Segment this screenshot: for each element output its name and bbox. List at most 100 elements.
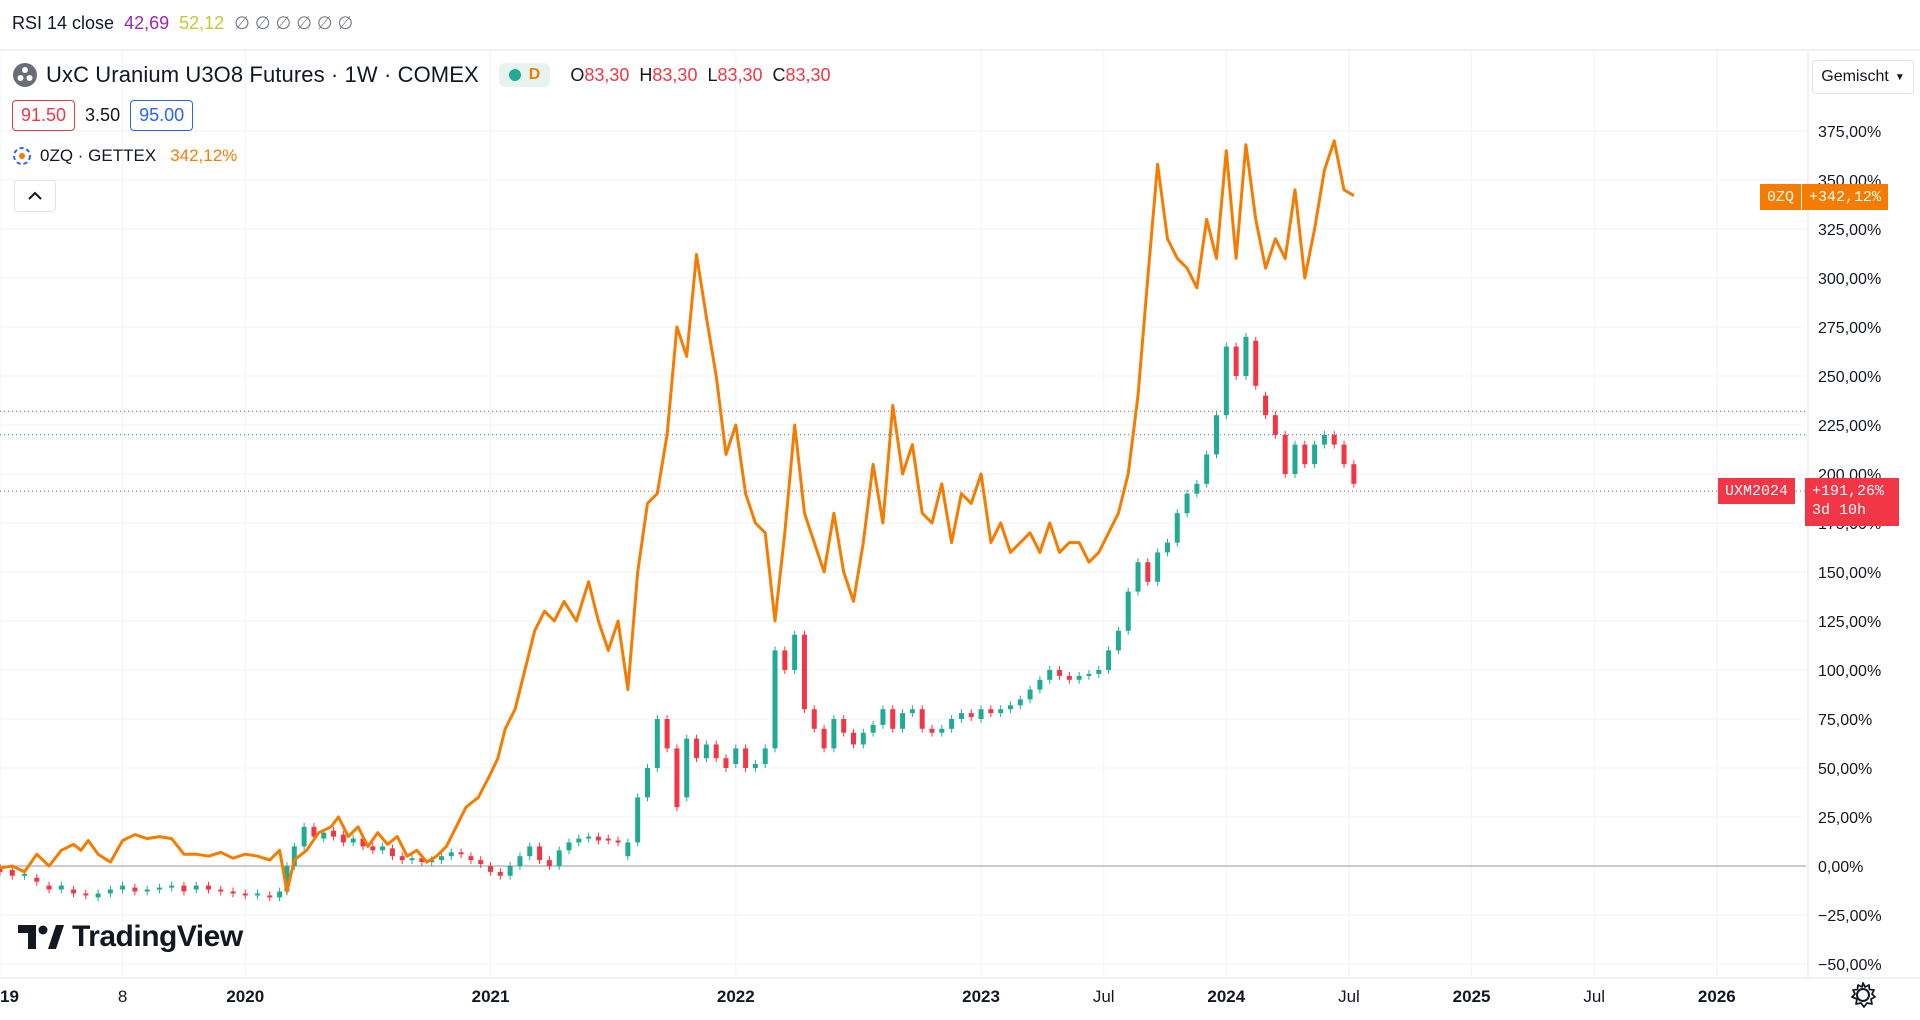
candle-body (1351, 464, 1357, 484)
candle-body (566, 842, 572, 851)
market-open-dot-icon (508, 69, 521, 81)
candle-body (156, 887, 162, 890)
candle-body (360, 838, 366, 847)
candle-body (625, 842, 631, 857)
candle-body (311, 826, 317, 837)
candle-body (301, 826, 307, 847)
candle-body (909, 709, 915, 714)
candle-body (1282, 434, 1288, 474)
candle-body (1214, 415, 1220, 455)
candle-body (694, 738, 700, 759)
symbol-title[interactable]: UxC Uranium U3O8 Futures · 1W · COMEX (46, 62, 479, 87)
main-symbol-tag: UXM2024 (1718, 478, 1796, 504)
tradingview-logo-icon (18, 925, 64, 949)
compare-price-tag: 0ZQ +342,12% (1760, 184, 1889, 210)
settings-gear-icon[interactable] (1848, 980, 1878, 1010)
candle-body (811, 709, 817, 729)
ohlc-open: O83,30 (570, 64, 630, 85)
candle-body (1341, 444, 1347, 465)
price-axis-label: 150,00% (1818, 565, 1881, 582)
candle-body (46, 885, 52, 890)
candle-body (635, 797, 641, 843)
time-axis-label: Jul (1338, 987, 1360, 1006)
candle-body (144, 889, 150, 892)
candle-body (409, 858, 415, 861)
candle-body (1135, 562, 1141, 592)
candle-body (1037, 679, 1043, 690)
chevron-up-icon (28, 191, 42, 200)
chevron-down-icon: ▼ (1894, 71, 1905, 83)
candle-body (605, 838, 611, 841)
candle-body (1125, 591, 1131, 631)
price-axis-label: 250,00% (1818, 369, 1881, 386)
candle-body (1106, 650, 1112, 670)
time-axis-label: Jul (1093, 987, 1115, 1006)
candle-body (752, 764, 758, 768)
rsi-legend[interactable]: RSI 14 close 42,69 52,12 ∅ ∅ ∅ ∅ ∅ ∅ (12, 10, 353, 36)
time-axis-label: 2020 (226, 987, 264, 1006)
candle-body (1027, 689, 1033, 700)
tradingview-logo[interactable]: TradingView (18, 920, 243, 954)
collapse-legend-button[interactable] (14, 180, 56, 212)
time-axis-label: 2023 (962, 987, 1000, 1006)
buy-price-button[interactable]: 95.00 (130, 100, 194, 131)
candle-body (517, 856, 523, 866)
candle-body (821, 728, 827, 749)
candles (0, 332, 1357, 902)
logo-text: TradingView (72, 920, 243, 953)
candle-body (978, 709, 984, 719)
sell-price-button[interactable]: 91.50 (12, 100, 76, 131)
candle-body (772, 650, 778, 749)
time-axis-label: Jul (1583, 987, 1605, 1006)
candle-body (890, 709, 896, 729)
candle-body (1253, 340, 1259, 386)
symbol-icon (13, 63, 37, 87)
price-axis-label: 275,00% (1818, 320, 1881, 337)
candle-body (527, 846, 533, 857)
candle-body (586, 836, 592, 839)
price-axis-label: −25,00% (1818, 908, 1882, 925)
compare-tag-name: 0ZQ (1760, 184, 1802, 210)
candle-body (958, 713, 964, 719)
candle-body (399, 856, 405, 861)
candle-body (22, 873, 28, 876)
candle-body (762, 748, 768, 765)
scale-mode-label: Gemischt (1821, 68, 1889, 85)
compare-symbol-icon (13, 147, 31, 165)
candle-body (419, 858, 425, 863)
candle-body (1007, 705, 1013, 710)
candle-body (58, 885, 64, 890)
candle-body (169, 885, 175, 888)
delayed-data-badge: D (528, 66, 541, 83)
candle-body (429, 860, 435, 863)
candle-body (998, 709, 1004, 714)
main-price-value: +191,26% (1812, 483, 1885, 500)
compare-legend[interactable]: 0ZQ · GETTEX 342,12% (12, 146, 237, 166)
candle-body (468, 856, 474, 861)
compare-symbol-name: 0ZQ · GETTEX (40, 146, 157, 165)
candle-body (340, 834, 346, 843)
time-axis-label: 2019 (0, 987, 19, 1006)
candle-body (267, 895, 273, 898)
candle-body (801, 634, 807, 710)
price-axis-label: 125,00% (1818, 614, 1881, 631)
candle-body (218, 889, 224, 892)
ohlc-high: H83,30 (639, 64, 698, 85)
market-status-badge[interactable]: D (498, 63, 551, 87)
price-axis-label: 300,00% (1818, 271, 1881, 288)
symbol-header[interactable]: UxC Uranium U3O8 Futures · 1W · COMEX D … (12, 60, 831, 90)
candle-body (389, 848, 395, 857)
candle-body (831, 719, 837, 749)
candle-body (497, 871, 503, 876)
candle-body (331, 830, 337, 837)
time-axis-label: 8 (118, 987, 127, 1006)
candle-body (1066, 675, 1072, 680)
candle-body (870, 724, 876, 733)
candle-body (458, 852, 464, 855)
candle-body (1292, 444, 1298, 474)
price-axis-label: 0,00% (1818, 859, 1863, 876)
candle-body (792, 634, 798, 670)
time-axis-label: 2022 (717, 987, 755, 1006)
scale-mode-dropdown[interactable]: Gemischt ▼ (1812, 60, 1914, 94)
